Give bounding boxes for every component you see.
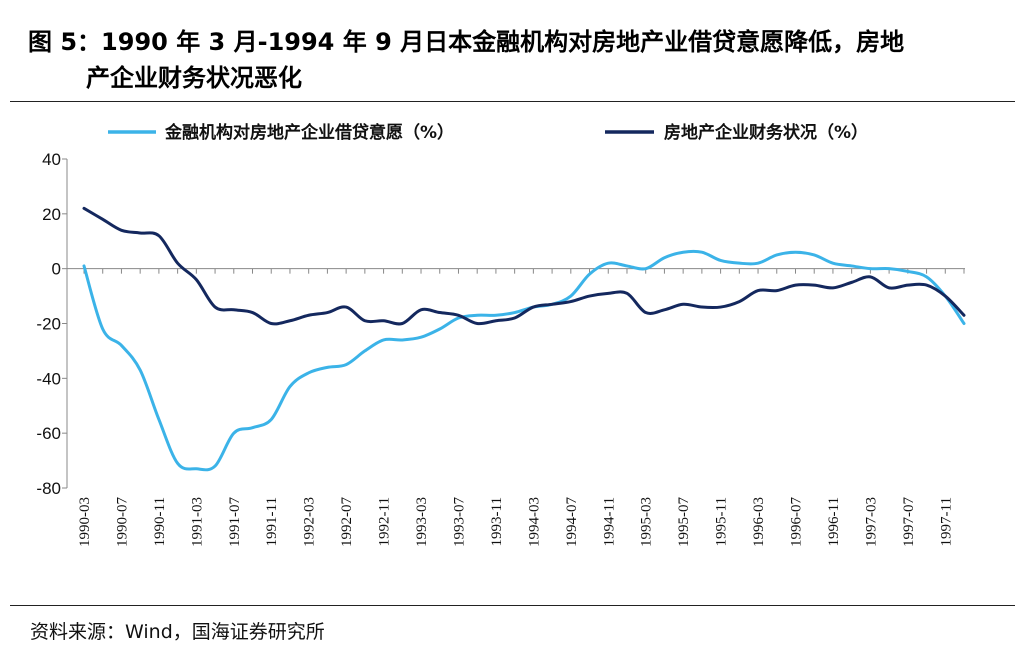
y-tick-label: -80 bbox=[36, 479, 61, 498]
legend-label: 金融机构对房地产企业借贷意愿（%） bbox=[164, 122, 454, 143]
x-tick-label: 1992-07 bbox=[339, 497, 355, 547]
x-tick-label: 1996-11 bbox=[826, 497, 842, 546]
chart-axes: 40 20 0 -20 -40 -60 -80 1990-03 1990-07 1990-11 19… bbox=[36, 150, 965, 547]
y-tick-label: 20 bbox=[42, 205, 61, 224]
x-tick-label: 1990-03 bbox=[77, 497, 93, 547]
chart-legend: 金融机构对房地产企业借贷意愿（%） 房地产企业财务状况（%） bbox=[108, 122, 868, 143]
title-divider bbox=[10, 101, 1015, 102]
chart-title-line1: 图 5：1990 年 3 月-1994 年 9 月日本金融机构对房地产业借贷意愿… bbox=[28, 28, 905, 56]
x-tick-label: 1996-07 bbox=[788, 497, 804, 547]
y-tick-label: -40 bbox=[36, 369, 61, 388]
x-tick-label: 1992-03 bbox=[302, 497, 318, 547]
x-tick-label: 1992-11 bbox=[377, 497, 393, 546]
x-tick-label: 1993-03 bbox=[414, 497, 430, 547]
chart-series bbox=[82, 206, 966, 472]
x-tick-label: 1991-07 bbox=[227, 497, 243, 547]
x-tick-label: 1997-03 bbox=[863, 497, 879, 547]
y-tick-label: 0 bbox=[52, 260, 61, 279]
x-tick-label: 1995-03 bbox=[639, 497, 655, 547]
source-note: 资料来源：Wind，国海证券研究所 bbox=[30, 621, 325, 643]
legend-label: 房地产企业财务状况（%） bbox=[664, 122, 868, 143]
x-tick-label: 1995-07 bbox=[676, 497, 692, 547]
x-tick-label: 1994-07 bbox=[564, 497, 580, 547]
x-tick-label: 1991-03 bbox=[189, 497, 205, 547]
x-tick-label: 1990-11 bbox=[152, 497, 168, 546]
y-tick-label: -60 bbox=[36, 424, 61, 443]
x-tick-label: 1997-11 bbox=[938, 497, 954, 546]
x-tick-label: 1993-11 bbox=[489, 497, 505, 546]
x-tick-label: 1993-07 bbox=[451, 497, 467, 547]
chart-title: 图 5：1990 年 3 月-1994 年 9 月日本金融机构对房地产业借贷意愿… bbox=[28, 24, 1013, 96]
x-tick-label: 1994-03 bbox=[526, 497, 542, 547]
x-tick-label: 1994-11 bbox=[601, 497, 617, 546]
chart-title-line2: 产企业财务状况恶化 bbox=[86, 64, 302, 92]
x-tick-label: 1997-07 bbox=[901, 497, 917, 547]
x-tick-label: 1996-03 bbox=[751, 497, 767, 547]
x-tick-label: 1995-11 bbox=[714, 497, 730, 546]
y-tick-label: 40 bbox=[42, 150, 61, 169]
finance-condition-line bbox=[82, 206, 966, 326]
x-tick-label: 1990-07 bbox=[114, 497, 130, 547]
x-tick-label: 1991-11 bbox=[264, 497, 280, 546]
source-divider bbox=[10, 605, 1015, 606]
y-tick-label: -20 bbox=[36, 315, 61, 334]
lending-willingness-line bbox=[82, 249, 966, 472]
